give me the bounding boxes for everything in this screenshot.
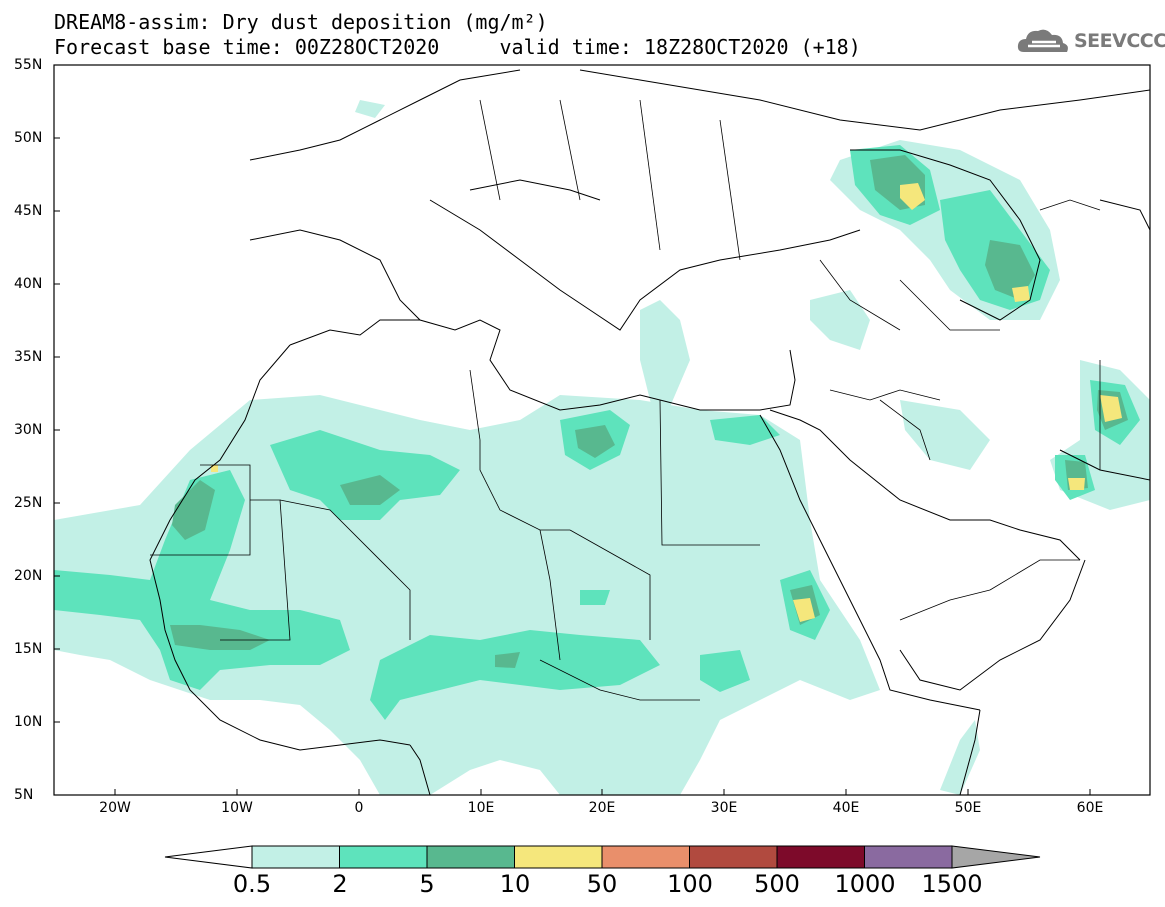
- lon-label: 20W: [99, 800, 131, 816]
- axis-ticks: [54, 64, 1091, 795]
- colorbar-label: 10: [499, 870, 531, 898]
- lon-label: 20E: [588, 800, 616, 816]
- country-borders: [150, 99, 1101, 701]
- colorbar-label: 500: [754, 870, 800, 898]
- lon-label: 10W: [221, 800, 253, 816]
- colorbar-label: 1500: [921, 870, 983, 898]
- lat-label: 10N: [14, 714, 43, 730]
- cloud-icon: [1017, 29, 1068, 52]
- colorbar-swatch: [689, 845, 778, 869]
- colorbar-label: 50: [586, 870, 618, 898]
- lat-label: 40N: [14, 276, 43, 292]
- lon-label: 60E: [1076, 800, 1104, 816]
- lon-label: 40E: [832, 800, 860, 816]
- colorbar-label: 100: [667, 870, 713, 898]
- colorbar-label: 1000: [834, 870, 896, 898]
- colorbar-swatch: [251, 845, 340, 869]
- seevccc-logo: SEEVCCC: [1016, 26, 1165, 56]
- lat-label: 25N: [14, 495, 43, 511]
- colorbar-under-triangle: [164, 845, 253, 869]
- colorbar-over-triangle: [951, 845, 1041, 869]
- lat-label: 5N: [14, 787, 34, 803]
- colorbar-swatch: [339, 845, 428, 869]
- lat-label: 45N: [14, 203, 43, 219]
- lat-label: 50N: [14, 130, 43, 146]
- colorbar-swatch: [426, 845, 515, 869]
- lon-label: 0: [354, 800, 364, 816]
- colorbar-swatch: [864, 845, 953, 869]
- colorbar-swatch: [514, 845, 603, 869]
- lon-label: 50E: [954, 800, 982, 816]
- lat-label: 15N: [14, 641, 43, 657]
- lon-label: 10E: [467, 800, 495, 816]
- colorbar-swatch: [601, 845, 690, 869]
- deposition-band-10-50: [211, 183, 1122, 622]
- lat-label: 30N: [14, 422, 43, 438]
- colorbar-label: 5: [419, 870, 435, 898]
- map-subtitle: Forecast base time: 00Z28OCT2020 valid t…: [54, 35, 861, 59]
- colorbar-swatch: [776, 845, 865, 869]
- colorbar-label: 2: [332, 870, 348, 898]
- lat-label: 35N: [14, 349, 43, 365]
- map-title: DREAM8-assim: Dry dust deposition (mg/m²…: [54, 10, 548, 34]
- lon-label: 30E: [710, 800, 738, 816]
- logo-text: SEEVCCC: [1074, 30, 1165, 52]
- colorbar-label: 0.5: [232, 870, 272, 898]
- lat-label: 55N: [14, 57, 43, 73]
- lat-label: 20N: [14, 568, 43, 584]
- coastlines: [149, 69, 1150, 795]
